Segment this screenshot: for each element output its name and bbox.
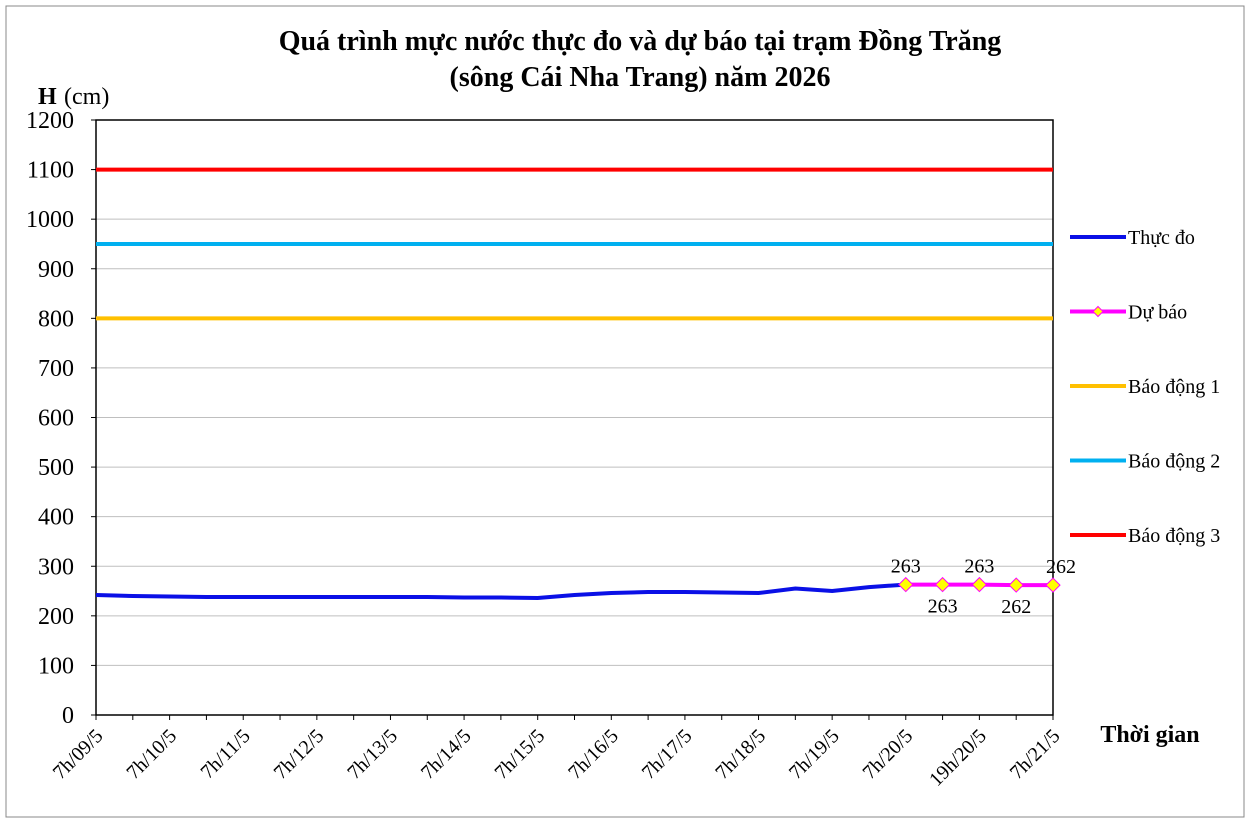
y-tick-label: 500 — [38, 455, 74, 481]
legend-marker — [1092, 305, 1104, 318]
marker — [898, 576, 914, 593]
data-label: 263 — [891, 556, 921, 578]
y-axis-symbol: H — [38, 84, 57, 110]
y-axis-unit: (cm) — [64, 84, 109, 110]
y-tick-label: 1200 — [26, 108, 74, 134]
chart-title: (sông Cái Nha Trang) năm 2026 — [450, 62, 831, 93]
legend-label: Báo động 1 — [1128, 376, 1220, 398]
legend-label: Báo động 2 — [1128, 451, 1220, 473]
data-label: 262 — [1001, 596, 1031, 618]
data-label: 263 — [964, 556, 994, 578]
legend-label: Dự báo — [1128, 302, 1187, 324]
y-tick-label: 200 — [38, 604, 74, 630]
marker — [934, 576, 951, 593]
series-line — [95, 582, 906, 600]
y-tick-label: 0 — [62, 703, 74, 729]
legend-label: Báo động 3 — [1128, 525, 1220, 547]
y-tick-label: 400 — [38, 505, 74, 531]
y-tick-label: 100 — [38, 653, 74, 679]
y-tick-label: 300 — [38, 554, 74, 580]
x-axis-label: Thời gian — [1100, 722, 1199, 748]
y-tick-label: 700 — [38, 356, 74, 382]
legend-label: Thực đo — [1128, 227, 1195, 249]
frame — [5, 5, 1245, 818]
y-tick-label: 800 — [38, 306, 74, 332]
chart-title: Quá trình mực nước thực đo và dự báo tại… — [279, 26, 1002, 57]
data-label: 262 — [1046, 556, 1076, 578]
y-tick-label: 900 — [38, 257, 74, 283]
marker — [1045, 577, 1061, 593]
data-label: 263 — [928, 596, 958, 618]
marker — [1008, 577, 1024, 593]
marker — [971, 576, 988, 593]
y-tick-label: 1000 — [26, 207, 74, 233]
y-tick-label: 600 — [38, 406, 74, 432]
y-tick-label: 1100 — [27, 158, 74, 184]
